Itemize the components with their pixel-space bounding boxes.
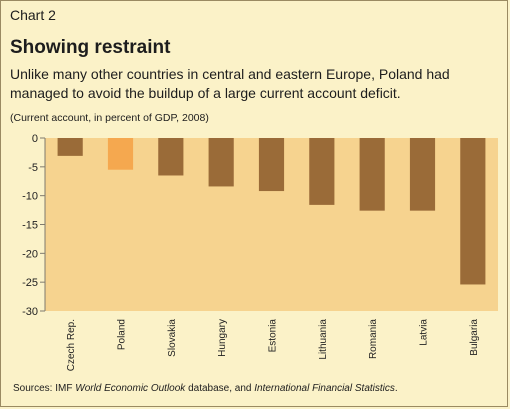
source-prefix: Sources: IMF (13, 383, 76, 394)
bar (460, 138, 486, 285)
bar (359, 138, 385, 211)
x-category-label: Slovakia (167, 319, 178, 357)
y-tick-label: -25 (22, 277, 38, 289)
bar (309, 138, 335, 205)
bar (409, 138, 436, 211)
x-category-label: Hungary (217, 319, 228, 357)
x-category-label: Estonia (268, 319, 279, 353)
bar (57, 138, 83, 156)
chart-title: Showing restraint (10, 37, 171, 58)
x-category-label: Czech Rep. (66, 319, 77, 371)
y-tick-label: -15 (22, 220, 38, 232)
y-tick-label: -30 (22, 306, 38, 318)
x-category-label: Latvia (419, 319, 430, 346)
y-tick-label: -5 (28, 162, 38, 174)
chart-source: Sources: IMF World Economic Outlook data… (13, 383, 398, 395)
x-category-label: Lithuania (318, 319, 329, 360)
y-tick-label: -10 (22, 191, 38, 203)
highlighted-bar (107, 138, 134, 170)
x-category-label: Bulgaria (469, 319, 480, 356)
bar (158, 138, 184, 176)
bar (208, 138, 234, 187)
chart-units: (Current account, in percent of GDP, 200… (10, 112, 209, 124)
y-tick-label: -20 (22, 248, 38, 260)
source-title-2: International Financial Statistics (254, 383, 395, 394)
chart-kicker: Chart 2 (10, 7, 56, 23)
bar (258, 138, 285, 192)
y-tick-label: 0 (32, 133, 38, 145)
source-title-1: World Economic Outlook (75, 383, 186, 394)
source-suffix: . (394, 383, 398, 394)
x-category-label: Romania (368, 319, 379, 359)
chart-subtitle: Unlike many other countries in central a… (10, 66, 450, 101)
source-middle: database, and (185, 383, 255, 394)
x-category-label: Poland (117, 319, 128, 350)
